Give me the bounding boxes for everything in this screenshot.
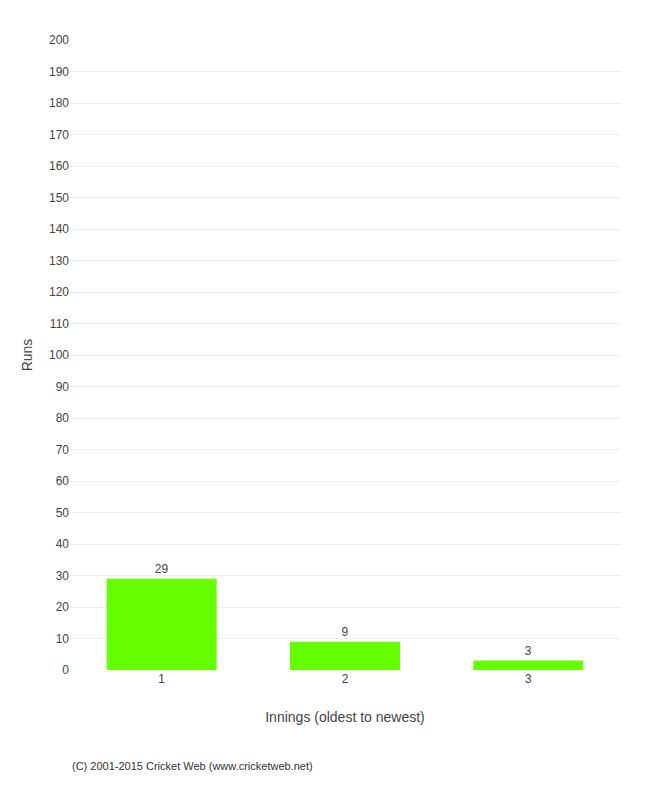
svg-text:120: 120 bbox=[49, 285, 69, 299]
svg-text:Runs: Runs bbox=[19, 339, 35, 372]
svg-text:Innings (oldest to newest): Innings (oldest to newest) bbox=[265, 709, 425, 725]
svg-text:70: 70 bbox=[56, 443, 70, 457]
svg-text:80: 80 bbox=[56, 411, 70, 425]
svg-text:40: 40 bbox=[56, 537, 70, 551]
svg-text:0: 0 bbox=[62, 663, 69, 677]
svg-text:1: 1 bbox=[158, 672, 165, 686]
svg-text:(C) 2001-2015 Cricket Web (www: (C) 2001-2015 Cricket Web (www.cricketwe… bbox=[72, 760, 313, 772]
svg-text:180: 180 bbox=[49, 96, 69, 110]
svg-text:190: 190 bbox=[49, 65, 69, 79]
svg-text:30: 30 bbox=[56, 569, 70, 583]
svg-text:10: 10 bbox=[56, 632, 70, 646]
svg-text:90: 90 bbox=[56, 380, 70, 394]
svg-text:50: 50 bbox=[56, 506, 70, 520]
svg-text:100: 100 bbox=[49, 348, 69, 362]
svg-text:160: 160 bbox=[49, 159, 69, 173]
svg-text:130: 130 bbox=[49, 254, 69, 268]
svg-text:3: 3 bbox=[525, 644, 532, 658]
svg-text:110: 110 bbox=[50, 317, 69, 331]
svg-text:150: 150 bbox=[49, 191, 69, 205]
svg-text:140: 140 bbox=[49, 222, 69, 236]
svg-text:20: 20 bbox=[56, 600, 70, 614]
svg-text:200: 200 bbox=[49, 33, 69, 47]
svg-text:29: 29 bbox=[155, 562, 169, 576]
svg-text:2: 2 bbox=[342, 672, 349, 686]
svg-text:9: 9 bbox=[342, 625, 349, 639]
svg-text:3: 3 bbox=[525, 672, 532, 686]
svg-text:60: 60 bbox=[56, 474, 70, 488]
svg-text:170: 170 bbox=[49, 128, 69, 142]
